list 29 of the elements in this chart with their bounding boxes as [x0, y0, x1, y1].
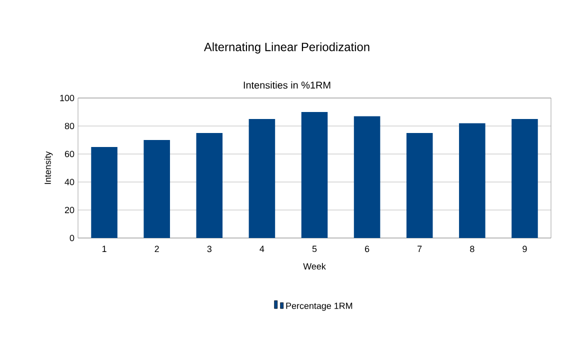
y-tick-label: 100	[60, 94, 74, 102]
y-tick-label: 40	[64, 178, 74, 186]
y-tick-label: 80	[64, 122, 74, 130]
x-tick-label: 3	[207, 246, 212, 252]
chart-title: Alternating Linear Periodization	[204, 42, 370, 54]
bar	[354, 116, 380, 238]
x-axis-title: Week	[303, 262, 326, 270]
y-tick-label: 0	[70, 234, 74, 242]
x-tick-label: 8	[470, 246, 474, 252]
legend-label: Percentage 1RM	[286, 302, 352, 311]
chart-subtitle: Intensities in %1RM	[244, 81, 330, 89]
bar	[196, 133, 223, 238]
x-tick-label: 4	[260, 246, 264, 252]
x-tick-label: 7	[418, 246, 422, 252]
bar	[91, 147, 118, 238]
bar	[301, 112, 328, 238]
x-tick-label: 9	[522, 246, 527, 252]
x-tick-label: 5	[312, 246, 317, 252]
x-tick-label: 1	[102, 246, 106, 252]
x-tick-label: 2	[154, 246, 159, 252]
bar	[144, 140, 170, 238]
bar	[459, 123, 486, 238]
bar	[406, 133, 433, 238]
y-tick-label: 20	[64, 206, 74, 214]
x-tick-label: 6	[365, 246, 370, 252]
y-axis-title: Intensity	[44, 151, 53, 184]
bar	[248, 119, 276, 238]
y-tick-label: 60	[64, 150, 74, 158]
bar	[512, 119, 538, 238]
